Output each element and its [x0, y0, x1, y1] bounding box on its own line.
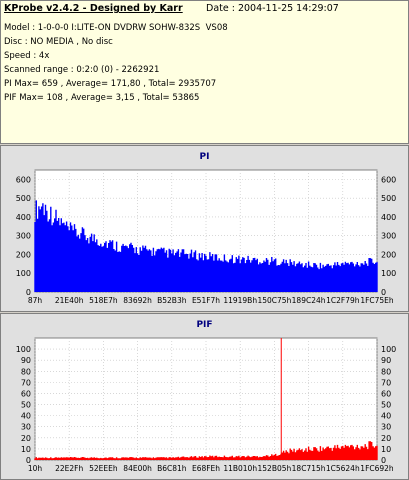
pif-xtick-label: E68FEh	[192, 464, 220, 473]
pi-ytick-right: 600	[381, 175, 396, 184]
pif-xtick-label: 1FC692h	[360, 464, 394, 473]
pif-xtick-label: 1C5624h	[326, 464, 360, 473]
pi-ytick-right: 0	[381, 288, 386, 297]
pif-ytick-right: 30	[381, 423, 391, 432]
pif-ytick-left: 0	[26, 456, 31, 465]
pif-ytick-left: 70	[21, 378, 31, 387]
app-title: KProbe v2.4.2 - Designed by Karr	[4, 3, 183, 14]
info-panel: KProbe v2.4.2 - Designed by Karr Date : …	[0, 0, 409, 144]
pi-chart: 0 0 100 100 200 200 300 300 400 400 500 500 600 600 87…	[16, 169, 396, 305]
pi-xtick-label: 1C2F79h	[326, 296, 360, 305]
pi-ytick-left: 400	[16, 213, 31, 222]
pi-ytick-left: 200	[16, 250, 31, 259]
pif-ytick-left: 10	[21, 445, 31, 454]
pi-xtick-label: E51F7h	[192, 296, 220, 305]
pi-ytick-right: 200	[381, 250, 396, 259]
pif-chart-title: PIF	[196, 320, 213, 330]
pif-chart: 0 0 10 10 20 20 30 30 40 40 50 50 60 60 70 70 80 80 90 90 10…	[16, 337, 396, 473]
pif-chart-panel: PIF 0 0 10 10 20 20 30 30 40 40 50 50 60 60 70 70 80 80 90…	[0, 313, 409, 480]
disc-line: Disc : NO MEDIA , No disc	[4, 37, 113, 47]
pi-xtick-label: 189C24h	[292, 296, 326, 305]
pif-ytick-right: 40	[381, 412, 391, 421]
pif-ytick-right: 70	[381, 378, 391, 387]
pif-ytick-right: 20	[381, 434, 391, 443]
pif-ytick-left: 90	[21, 356, 31, 365]
pi-ytick-left: 600	[16, 175, 31, 184]
pif-ytick-right: 90	[381, 356, 391, 365]
pif-xtick-label: 84E00h	[123, 464, 152, 473]
pi-xtick-label: 518E7h	[89, 296, 118, 305]
pif-ytick-left: 80	[21, 367, 31, 376]
speed-line: Speed : 4x	[4, 51, 50, 61]
pif-stats-line: PIF Max= 108 , Average= 3,15 , Total= 53…	[4, 93, 200, 103]
pi-xtick-label: 87h	[28, 296, 43, 305]
pif-ytick-right: 100	[381, 345, 396, 354]
pi-ytick-left: 500	[16, 194, 31, 203]
scanned-range-line: Scanned range : 0:2:0 (0) - 2262921	[4, 65, 160, 75]
pi-xtick-label: 11919Bh	[223, 296, 257, 305]
pi-series-bars	[34, 200, 378, 292]
pi-ytick-right: 100	[381, 269, 396, 278]
pif-ytick-left: 60	[21, 389, 31, 398]
pi-chart-title: PI	[199, 152, 210, 162]
pif-xtick-label: 18C715h	[292, 464, 326, 473]
pif-ytick-right: 0	[381, 456, 386, 465]
pif-ytick-left: 100	[16, 345, 31, 354]
pi-stats-line: PI Max= 659 , Average= 171,80 , Total= 2…	[4, 79, 217, 89]
pi-xtick-label: B52B3h	[157, 296, 187, 305]
pif-ytick-left: 20	[21, 434, 31, 443]
pif-ytick-left: 40	[21, 412, 31, 421]
pi-xtick-label: 21E40h	[55, 296, 84, 305]
pi-xtick-label: 150C75h	[257, 296, 291, 305]
pi-ytick-right: 400	[381, 213, 396, 222]
pif-xtick-label: B6C81h	[157, 464, 187, 473]
pi-chart-panel: PI 0 0 100 100 200 200 300 300 400 400 500 500 600 60…	[0, 145, 409, 312]
pif-xtick-label: 52EEEh	[89, 464, 118, 473]
pif-ytick-right: 50	[381, 401, 391, 410]
pif-series-bars	[34, 441, 378, 460]
pi-xtick-label: 83692h	[123, 296, 152, 305]
pi-ytick-left: 0	[26, 288, 31, 297]
pif-ytick-right: 60	[381, 389, 391, 398]
pi-ytick-right: 500	[381, 194, 396, 203]
pif-ytick-right: 80	[381, 367, 391, 376]
pif-ytick-left: 30	[21, 423, 31, 432]
pif-xtick-label: 11B010h	[223, 464, 257, 473]
pif-ytick-right: 10	[381, 445, 391, 454]
pi-ytick-right: 300	[381, 232, 396, 241]
pi-xtick-label: 1FC75Eh	[360, 296, 394, 305]
pif-xtick-label: 22E2Fh	[55, 464, 83, 473]
pif-xtick-label: 152B05h	[258, 464, 292, 473]
pif-xtick-label: 10h	[28, 464, 43, 473]
pi-ytick-left: 100	[16, 269, 31, 278]
pif-ytick-left: 50	[21, 401, 31, 410]
pi-ytick-left: 300	[16, 232, 31, 241]
model-line: Model : 1-0-0-0 I:LITE-ON DVDRW SOHW-832…	[4, 23, 228, 33]
scan-date: Date : 2004-11-25 14:29:07	[206, 3, 339, 14]
